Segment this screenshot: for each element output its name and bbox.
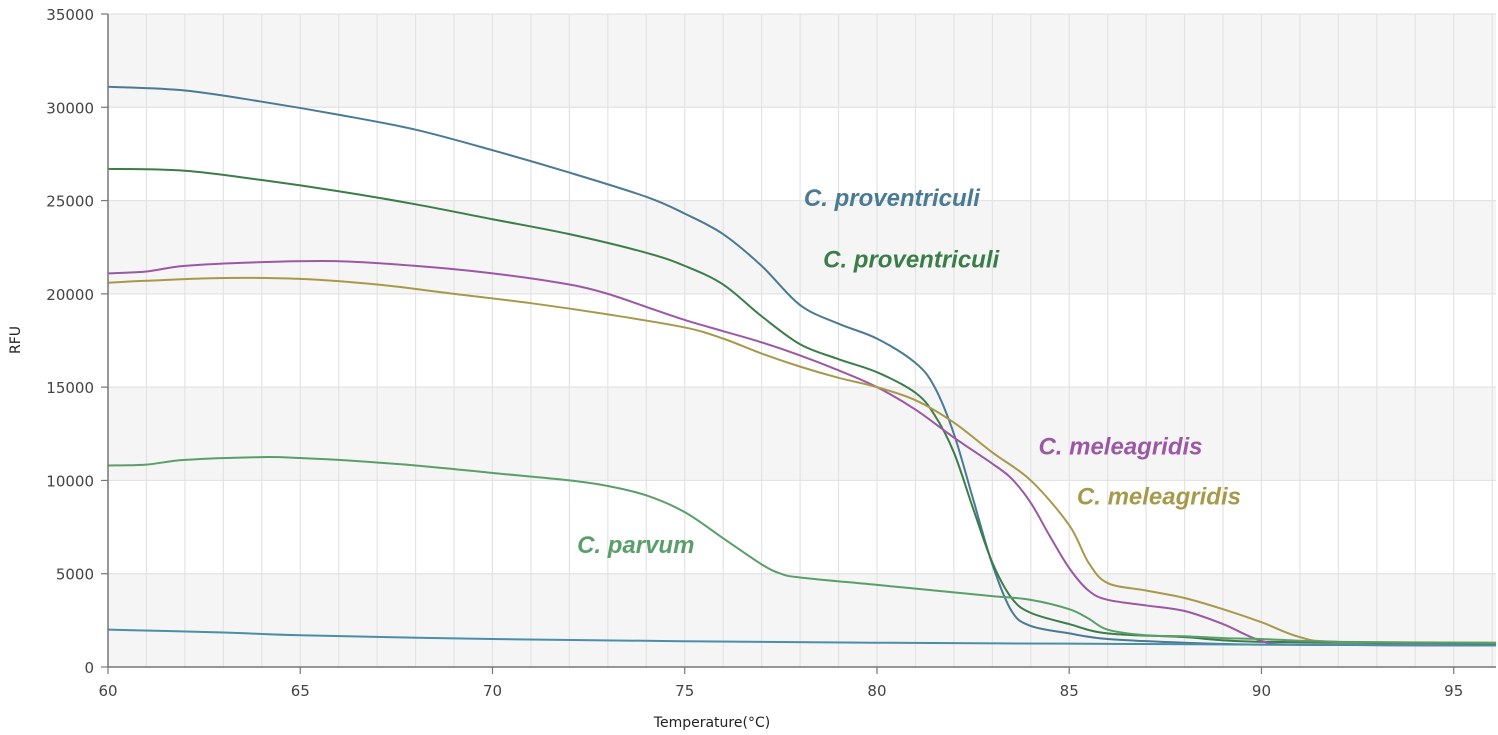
- grid-lines: [107, 13, 1496, 668]
- y-tick-label: 35000: [46, 6, 94, 24]
- y-tick-label: 10000: [46, 472, 94, 490]
- axes: 0 5000 10000 15000 20000 25000 30000 35000 60 65 7…: [46, 6, 1496, 700]
- x-tick-label: 85: [1060, 682, 1079, 700]
- x-tick-label: 65: [291, 682, 310, 700]
- series-line-1: [107, 85, 1497, 647]
- x-tick-label: 80: [867, 682, 886, 700]
- y-tick-label: 0: [84, 659, 94, 677]
- background-bands: [108, 14, 1496, 667]
- annotation-label: C. meleagridis: [1038, 433, 1202, 460]
- series-line-6: [107, 628, 1497, 647]
- x-tick-label: 75: [675, 682, 694, 700]
- annotation-label: C. proventriculi: [804, 185, 981, 212]
- band: [108, 573, 1496, 667]
- y-tick-label: 30000: [46, 99, 94, 117]
- y-tick-label: 20000: [46, 286, 94, 304]
- annotation-label: C. proventriculi: [823, 247, 1000, 274]
- y-tick-label: 25000: [46, 193, 94, 211]
- x-tick-label: 60: [98, 682, 117, 700]
- series-line-5: [107, 456, 1497, 644]
- band: [108, 14, 1496, 108]
- annotation-label: C. meleagridis: [1077, 484, 1241, 511]
- annotation-label: C. parvum: [577, 532, 694, 559]
- series-line-4: [107, 276, 1497, 644]
- x-tick-label: 70: [483, 682, 502, 700]
- x-tick-label: 90: [1252, 682, 1271, 700]
- x-tick-label: 95: [1444, 682, 1463, 700]
- y-axis-title: RFU: [8, 326, 24, 354]
- series-line-2: [107, 167, 1497, 645]
- y-tick-label: 15000: [46, 379, 94, 397]
- y-tick-label: 5000: [56, 566, 94, 584]
- series-lines: [107, 85, 1497, 647]
- band: [108, 387, 1496, 481]
- annotations: C. proventriculi C. proventriculi C. melea…: [577, 185, 1241, 559]
- x-axis-title: Temperature(°C): [653, 715, 770, 731]
- band: [108, 200, 1496, 294]
